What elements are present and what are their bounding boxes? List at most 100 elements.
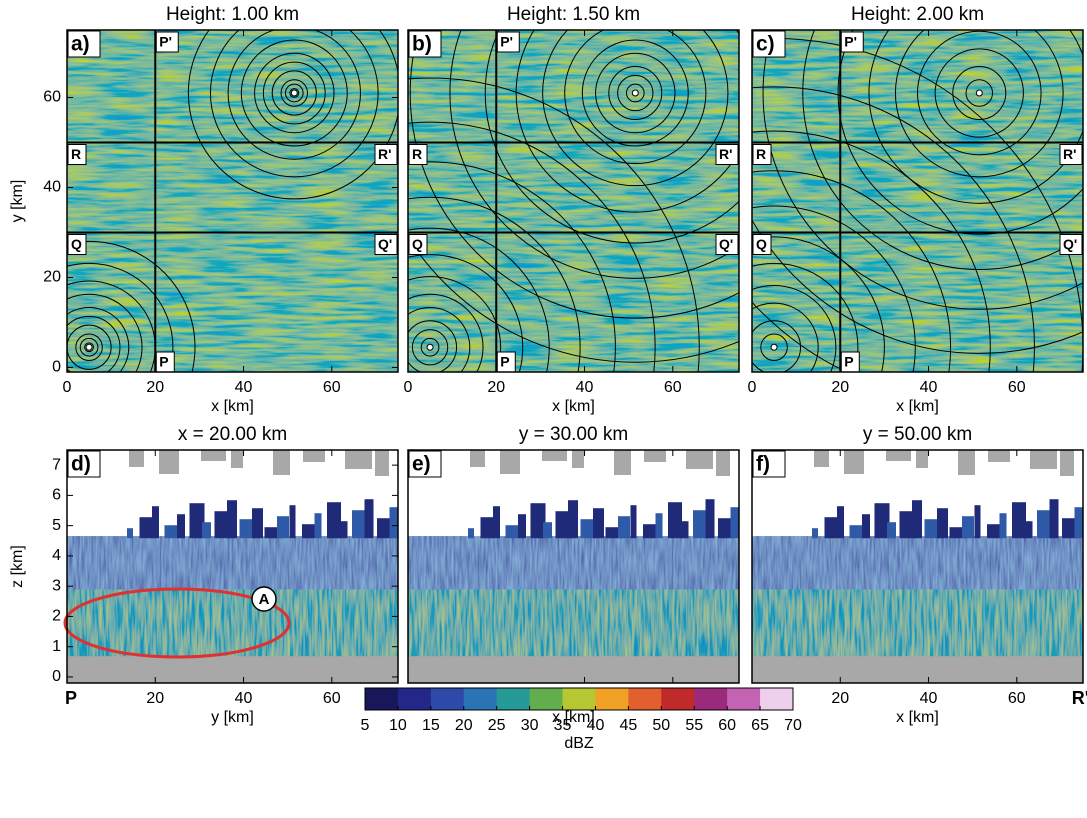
x-tick-label: 20 <box>487 379 505 396</box>
above-range <box>814 450 829 467</box>
y-tick-label: 6 <box>52 487 61 504</box>
above-range <box>345 450 372 469</box>
echo-top-spike <box>718 518 734 539</box>
echo-top-spike <box>1074 507 1083 539</box>
range-ring <box>409 30 739 319</box>
above-range <box>470 450 485 467</box>
x-tick-label: 0 <box>748 379 757 396</box>
echo-top-spike <box>364 499 374 539</box>
range-ring <box>280 79 309 107</box>
radar-site <box>290 89 298 97</box>
colorbar-tick-label: 55 <box>685 717 703 734</box>
echo-top-spike <box>568 500 578 539</box>
panel-label-box <box>67 450 101 478</box>
echo-top-spike <box>468 528 474 539</box>
above-range <box>1060 450 1074 476</box>
y-axis-label: y [km] <box>9 180 26 223</box>
range-ring <box>802 30 1083 270</box>
plot-area <box>752 30 1083 372</box>
section-label: R' <box>719 146 732 162</box>
range-ring <box>868 30 1083 204</box>
x-tick-label: 20 <box>831 379 849 396</box>
panel-label: b) <box>412 33 432 56</box>
range-ring <box>209 30 379 178</box>
colorbar-swatch <box>463 688 498 710</box>
colorbar-swatch <box>694 688 728 710</box>
range-ring <box>762 30 1083 310</box>
colorbar-swatch <box>595 688 629 710</box>
x-tick-label: 60 <box>664 379 682 396</box>
y-tick-label: 4 <box>52 547 61 564</box>
y-axis-label: z [km] <box>9 545 26 588</box>
section-label: R' <box>378 146 391 162</box>
x-tick-label: 20 <box>146 379 164 396</box>
panel-label-box <box>752 30 786 58</box>
section-label: Q' <box>719 236 733 252</box>
echo-top-spike <box>227 500 237 539</box>
plot-area <box>752 450 1083 683</box>
range-ring <box>449 30 739 279</box>
section-label: P' <box>500 34 513 50</box>
range-ring <box>515 30 739 213</box>
above-range <box>886 450 911 461</box>
echo-top-texture <box>408 536 739 595</box>
range-ring <box>542 30 729 187</box>
plot-frame <box>66 449 399 684</box>
echo-top-spike <box>189 503 205 539</box>
y-tick-label: 7 <box>52 456 61 473</box>
above-range <box>572 450 584 468</box>
section-label: P' <box>844 34 857 50</box>
above-range <box>614 450 631 475</box>
colorbar-swatch <box>430 688 465 710</box>
echo-top-spike <box>849 525 864 539</box>
echo-top-spike <box>1037 510 1052 539</box>
colorbar-swatch <box>365 688 399 710</box>
range-ring <box>67 324 112 370</box>
echo-top-spike <box>480 517 494 539</box>
section-label: Q' <box>1063 236 1077 252</box>
colorbar-swatch <box>496 688 531 710</box>
x-tick-label: 40 <box>920 690 938 707</box>
above-range <box>1030 450 1057 469</box>
echo-top-spike <box>999 513 1007 539</box>
echo-top-spike <box>1024 521 1033 539</box>
range-ring <box>408 121 656 372</box>
chart-title: Height: 1.00 km <box>166 4 299 25</box>
x-tick-label: 40 <box>576 379 594 396</box>
echo-top-spike <box>377 518 393 539</box>
plot-frame <box>407 29 740 373</box>
echo-top-spike <box>693 510 708 539</box>
y-tick-label: 5 <box>52 517 61 534</box>
y-tick-label: 0 <box>52 359 61 376</box>
range-ring <box>595 52 676 134</box>
x-tick-label: 0 <box>404 379 413 396</box>
range-ring <box>752 170 952 372</box>
range-ring <box>84 342 94 353</box>
x-tick-label: 40 <box>920 379 938 396</box>
section-label-box <box>840 31 864 53</box>
echo-top-spike <box>543 522 552 539</box>
echo-top-spike <box>630 505 637 539</box>
section-label: P <box>159 354 168 370</box>
echo-top-spike <box>352 510 367 539</box>
colorbar-tick-label: 35 <box>554 717 572 734</box>
echo-top-spike <box>252 508 263 539</box>
range-ring <box>284 83 304 103</box>
above-range <box>988 450 1010 462</box>
echo-top-spike <box>164 525 179 539</box>
colorbar-frame <box>364 687 794 711</box>
plot-area <box>408 450 739 683</box>
colorbar-tick-label: 40 <box>587 717 605 734</box>
section-label: P' <box>159 34 172 50</box>
below-radar <box>752 656 1083 683</box>
x-tick-label: 40 <box>235 690 253 707</box>
y-tick-label: 40 <box>43 179 61 196</box>
panel-label: a) <box>71 33 90 56</box>
above-range <box>916 450 928 468</box>
range-ring <box>917 30 1042 156</box>
range-ring <box>837 30 1083 235</box>
range-ring <box>581 39 689 147</box>
panel-label-box <box>752 450 786 478</box>
panel-label-box <box>67 30 101 58</box>
range-ring <box>752 218 1083 354</box>
